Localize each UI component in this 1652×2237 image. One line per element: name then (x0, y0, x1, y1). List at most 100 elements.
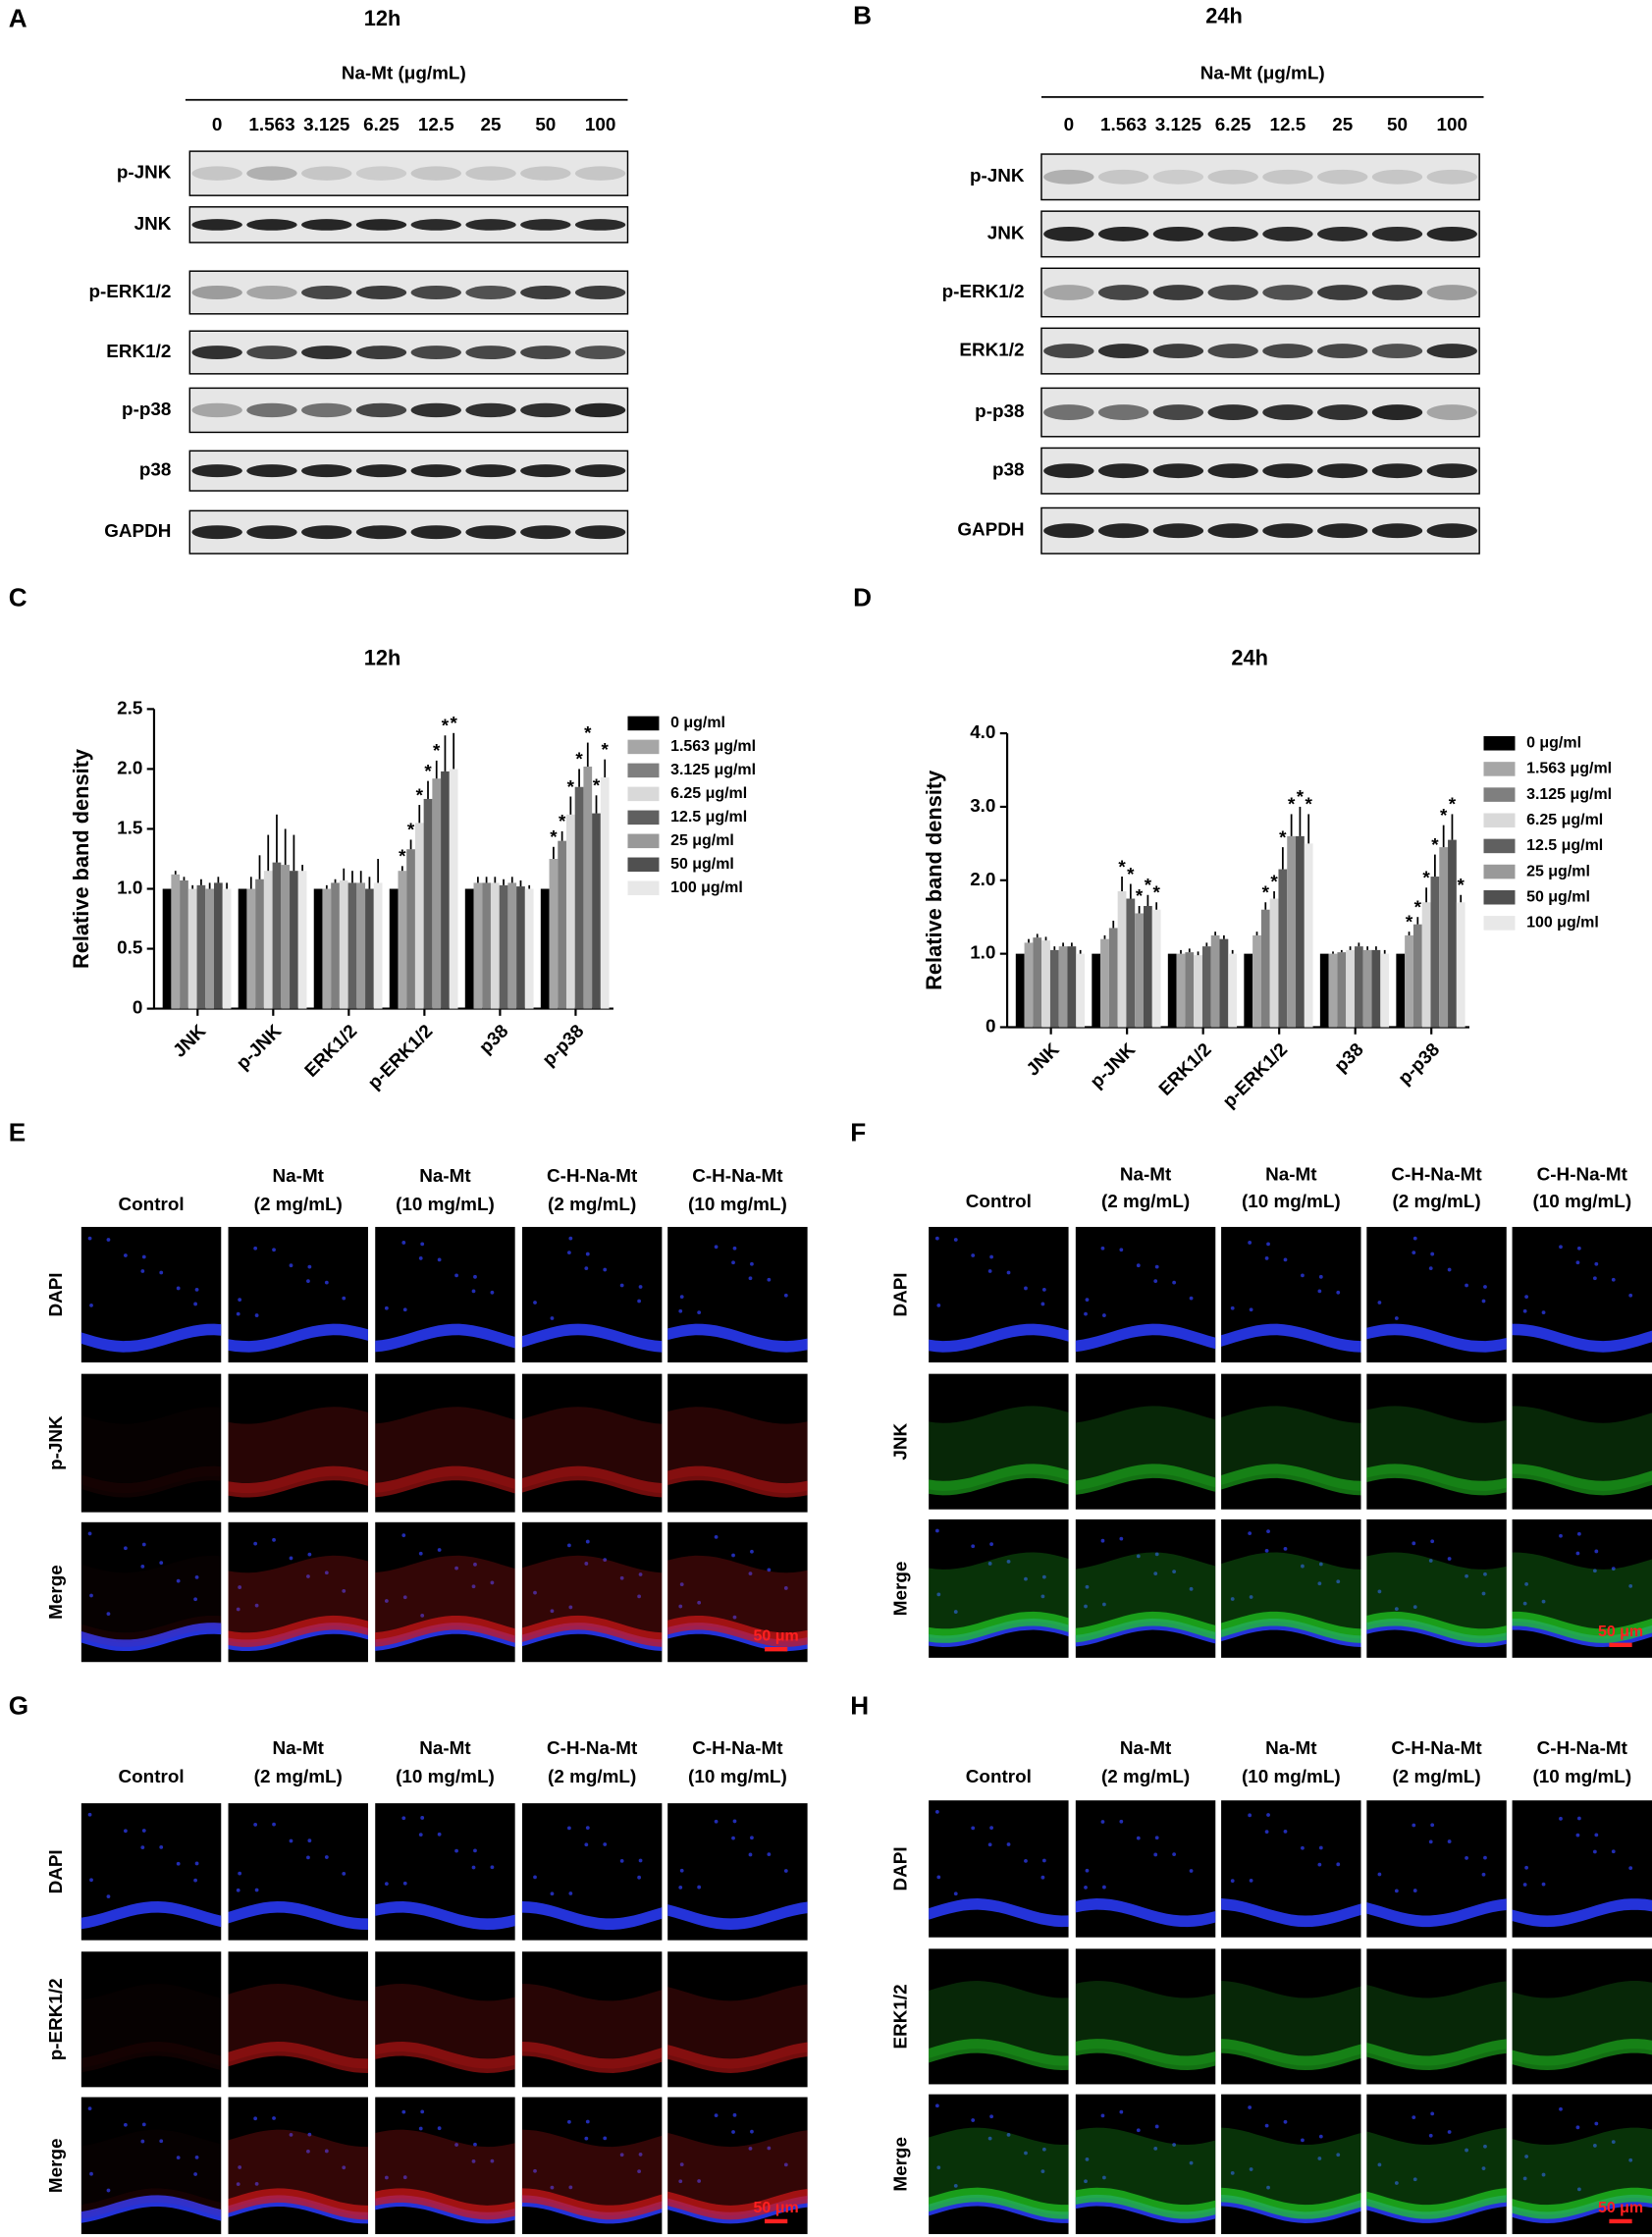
significance-mark: * (442, 717, 450, 737)
nucleus (567, 1543, 571, 1548)
significance-mark: * (1406, 912, 1413, 932)
nucleus (678, 2179, 683, 2184)
bar (1362, 949, 1372, 1028)
nucleus (714, 1535, 719, 1539)
nucleus (1481, 1591, 1486, 1596)
stain-band (1512, 2187, 1652, 2219)
column-header: C-H-Na-Mt (692, 1166, 783, 1187)
blot-band (301, 346, 352, 360)
blot-band (574, 166, 626, 181)
blot-band (1371, 404, 1423, 420)
nucleus (1628, 1293, 1633, 1298)
scale-bar-label: 50 μm (754, 1627, 799, 1644)
bar (171, 874, 181, 1009)
bar (423, 798, 433, 1009)
bar (1304, 843, 1313, 1028)
stain-layer (667, 1984, 808, 2069)
nucleus (238, 1298, 242, 1302)
bar (1421, 902, 1431, 1028)
bar (558, 840, 566, 1009)
nucleus (1040, 1302, 1045, 1306)
nucleus (1248, 1241, 1252, 1245)
nuclei-layer (929, 1323, 1069, 1353)
nucleus (1085, 2157, 1090, 2161)
nucleus (1024, 2151, 1028, 2156)
significance-mark: * (1449, 795, 1457, 816)
nucleus (401, 1241, 406, 1245)
significance-mark: * (416, 785, 424, 806)
nucleus (731, 1260, 735, 1265)
nucleus (748, 1852, 753, 1857)
nucleus (1611, 1567, 1616, 1571)
stain-band (1075, 2039, 1216, 2071)
row-label: ERK1/2 (891, 1984, 912, 2049)
nucleus (1040, 1594, 1045, 1599)
nucleus (1100, 1538, 1105, 1543)
nucleus (732, 1246, 737, 1251)
column-header: Na-Mt (273, 1166, 325, 1187)
nuclei-layer (1221, 1323, 1361, 1353)
nucleus (1522, 1308, 1527, 1313)
column-header: Na-Mt (419, 1166, 471, 1187)
blot-band (1426, 226, 1477, 241)
nucleus (936, 2165, 941, 2170)
panel-title: 12h (364, 6, 401, 30)
significance-mark: * (1127, 865, 1135, 885)
nucleus (638, 1285, 643, 1289)
nucleus (1189, 1586, 1194, 1591)
row-label: DAPI (891, 1846, 912, 1891)
nucleus (568, 2185, 573, 2190)
legend-label: 12.5 μg/ml (670, 809, 747, 826)
nuclei-layer (1512, 1323, 1652, 1353)
nucleus (159, 1561, 164, 1565)
nucleus (238, 1871, 242, 1876)
nucleus (550, 1316, 555, 1320)
nucleus (731, 2130, 735, 2134)
stain-band (375, 2188, 515, 2220)
nucleus (193, 1878, 198, 1883)
nucleus (1102, 2175, 1106, 2180)
significance-mark: * (584, 723, 592, 744)
nucleus (714, 1819, 719, 1824)
nucleus (87, 1236, 92, 1241)
bar (1015, 953, 1025, 1028)
nucleus (1006, 1842, 1011, 1846)
bar (313, 888, 323, 1009)
nucleus (697, 1310, 702, 1315)
nucleus (471, 1584, 476, 1589)
nucleus (550, 1609, 555, 1614)
nucleus (1412, 2115, 1416, 2120)
nucleus (1264, 1830, 1269, 1835)
nucleus (1428, 1839, 1433, 1844)
bar (432, 778, 442, 1009)
blot-band (465, 402, 516, 418)
stain-band (228, 2188, 368, 2220)
nucleus (1611, 1849, 1616, 1854)
legend-swatch (627, 763, 660, 778)
blot-band (1371, 285, 1423, 300)
nucleus (1085, 1868, 1090, 1873)
row-label: DAPI (891, 1272, 912, 1316)
bar (1092, 953, 1101, 1028)
nucleus (783, 1293, 788, 1298)
column-header: C-H-Na-Mt (1391, 1738, 1482, 1759)
lane-label: 3.125 (1155, 115, 1201, 135)
nucleus (953, 1238, 958, 1242)
nucleus (1266, 1242, 1270, 1247)
significance-mark: * (424, 762, 432, 782)
nucleus (1318, 1562, 1323, 1567)
nucleus (750, 2129, 754, 2134)
bar (583, 766, 593, 1009)
stain-band (1512, 1611, 1652, 1643)
blot-band (1097, 169, 1149, 185)
lane-label: 1.563 (248, 115, 294, 135)
nucleus (454, 2143, 458, 2147)
nucleus (253, 2116, 258, 2121)
blot-band (1317, 169, 1368, 185)
blot-band (574, 402, 626, 418)
nucleus (473, 2142, 477, 2147)
blot-strip (1040, 153, 1480, 201)
blot-band (1371, 169, 1423, 185)
blot-band (1207, 285, 1258, 300)
bar (339, 879, 348, 1009)
